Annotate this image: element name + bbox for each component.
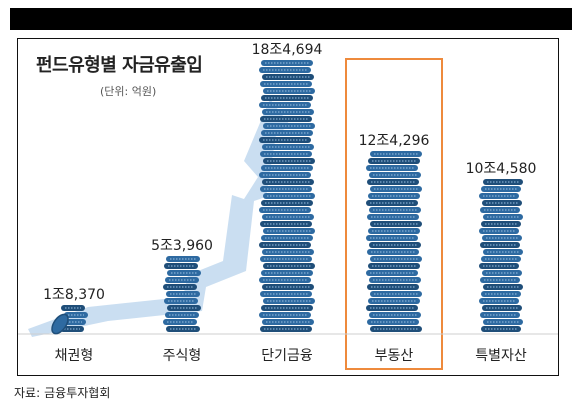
category-label: 특별자산	[475, 348, 527, 364]
unit-label: (단위: 억원)	[100, 85, 157, 98]
source-label: 자료:	[14, 386, 41, 400]
coin-stack-bar	[259, 60, 315, 332]
chart-canvas: 1조8,370 채권형 5조3,960 주식형 18조4,694 단기금융 12조4,296…	[18, 42, 558, 370]
chart-title: 펀드유형별 자금유출입	[36, 55, 203, 76]
coin-stack-bar	[163, 256, 201, 332]
value-label: 1조8,370	[43, 287, 105, 303]
category-label: 주식형	[163, 348, 202, 364]
coin-stack-bar	[479, 179, 523, 332]
value-label: 18조4,694	[252, 42, 323, 58]
top-black-bar	[10, 8, 572, 30]
coin	[64, 312, 88, 318]
category-label: 부동산	[375, 348, 414, 364]
value-label: 5조3,960	[151, 238, 213, 254]
coin	[60, 326, 84, 332]
coin-stack-bar	[366, 151, 422, 332]
source-org: 금융투자협회	[44, 386, 111, 400]
highlight-box	[345, 58, 443, 370]
value-label: 10조4,580	[466, 161, 537, 177]
tilted-coin	[51, 313, 69, 335]
value-label: 12조4,296	[359, 133, 430, 149]
coin	[61, 305, 85, 311]
category-label: 채권형	[55, 348, 94, 364]
source-note: 자료: 금융투자협회	[14, 384, 114, 401]
category-label: 단기금융	[261, 348, 313, 364]
chart-frame: 1조8,370 채권형 5조3,960 주식형 18조4,694 단기금융 12조4,296…	[17, 38, 559, 376]
growth-arrow-shape	[28, 99, 290, 337]
